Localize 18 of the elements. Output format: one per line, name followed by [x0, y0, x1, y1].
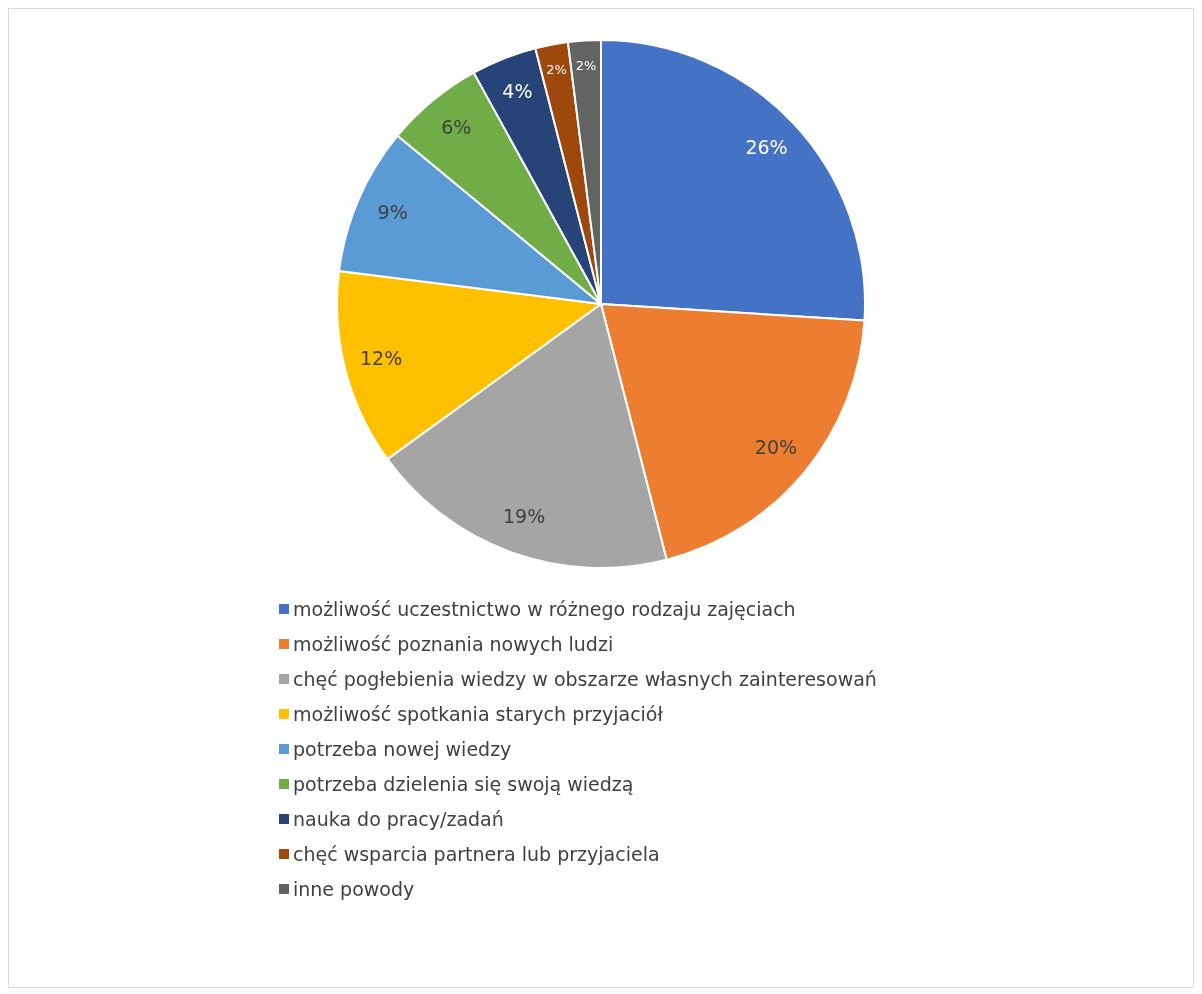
data-label: 6% [441, 116, 472, 138]
data-label: 4% [502, 79, 533, 102]
legend-label: możliwość spotkania starych przyjaciół [293, 702, 663, 725]
data-label: 12% [359, 347, 403, 370]
legend-label: potrzeba dzielenia się swoją wiedzą [293, 772, 634, 795]
data-label: 2% [575, 58, 597, 74]
data-label: 2% [546, 61, 567, 77]
data-label: 26% [745, 135, 788, 158]
legend-label: chęć wsparcia partnera lub przyjaciela [293, 842, 660, 865]
data-label: 20% [754, 435, 798, 458]
legend-label: możliwość uczestnictwo w różnego rodzaju zajęciach [293, 597, 796, 620]
legend-label: chęć pogłebienia wiedzy w obszarze własnych zainteresowań [293, 667, 877, 690]
legend-label: nauka do pracy/zadań [293, 807, 504, 830]
legend-label: inne powody [293, 877, 415, 900]
legend-label: możliwość poznania nowych ludzi [293, 632, 614, 655]
legend-label: potrzeba nowej wiedzy [293, 737, 512, 760]
data-label: 9% [377, 200, 408, 223]
data-label: 19% [502, 504, 546, 527]
